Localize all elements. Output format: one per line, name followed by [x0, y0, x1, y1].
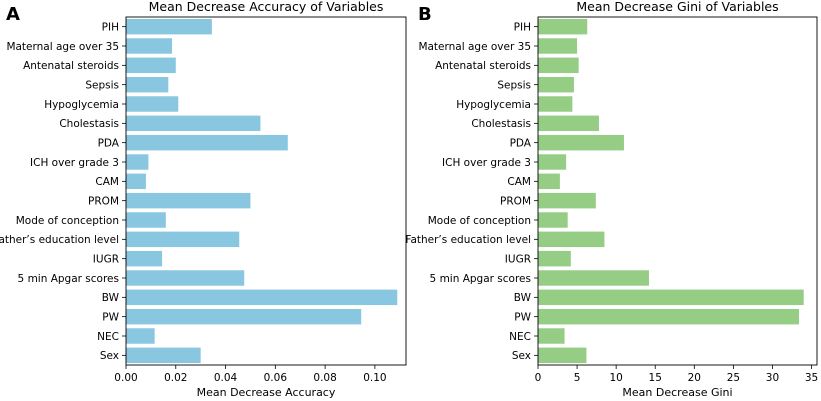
bar-ich-over-grade-3 [126, 154, 149, 170]
bar-antenatal-steroids [126, 57, 176, 74]
bar-5-min-apgar-scores [126, 270, 245, 286]
bar-bw [538, 289, 804, 306]
plot-frame [125, 16, 407, 366]
y-tick-label: PROM [500, 195, 531, 207]
x-tick-label: 25 [727, 372, 740, 384]
bar-pih [538, 18, 588, 35]
bar-5-min-apgar-scores [538, 270, 649, 286]
y-tick-label: IUGR [505, 253, 531, 265]
bar-nec [538, 328, 565, 344]
x-axis-label: Mean Decrease Gini [622, 386, 732, 399]
bar-hypoglycemia [538, 96, 573, 112]
panel-label: B [418, 4, 432, 25]
bar-pw [538, 308, 800, 325]
plot-frame [537, 16, 818, 366]
bar-father-s-education-level [126, 231, 240, 248]
bar-cam [538, 173, 560, 190]
bar-prom [538, 192, 596, 209]
bar-cam [126, 173, 146, 190]
y-tick-label: Hypoglycemia [44, 99, 119, 111]
y-tick-label: PW [102, 311, 119, 323]
y-tick-label: Maternal age over 35 [418, 41, 531, 53]
y-tick-label: CAM [507, 176, 531, 188]
y-tick-label: Antenatal steroids [435, 60, 531, 72]
x-tick-label: 0 [535, 372, 542, 384]
bar-maternal-age-over-35 [126, 38, 173, 54]
bar-iugr [538, 250, 571, 267]
bar-father-s-education-level [538, 231, 605, 248]
y-tick-label: 5 min Apgar scores [18, 273, 119, 285]
y-tick-label: IUGR [93, 253, 119, 265]
y-tick-label: Sepsis [497, 79, 531, 91]
panel-b: B Mean Decrease Gini of Variables PIH Mater… [405, 0, 818, 399]
bar-cholestasis [126, 115, 261, 132]
x-tick-label: 0.08 [313, 372, 336, 384]
bar-iugr [126, 250, 163, 267]
x-tick-label: 35 [805, 372, 818, 384]
x-tick-label: 0.00 [114, 372, 137, 384]
y-tick-label: NEC [97, 331, 119, 343]
bar-mode-of-conception [126, 212, 166, 228]
bar-sepsis [538, 76, 574, 93]
x-tick-label: 0.02 [164, 372, 187, 384]
bar-ich-over-grade-3 [538, 154, 567, 170]
y-tick-label: CAM [95, 176, 119, 188]
bar-sex [126, 347, 201, 364]
x-tick-label: 20 [688, 372, 701, 384]
y-tick-label: Cholestasis [471, 118, 531, 130]
y-tick-label: Father’s education level [405, 234, 531, 246]
x-tick-label: 0.06 [264, 372, 288, 384]
y-tick-label: Cholestasis [59, 118, 119, 130]
bar-pda [126, 134, 288, 151]
y-tick-label: PW [514, 311, 531, 323]
y-tick-label: Sex [100, 350, 119, 362]
y-tick-label: PROM [88, 195, 119, 207]
x-tick-label: 5 [574, 372, 581, 384]
panel-label: A [6, 4, 20, 25]
panel-a: A Mean Decrease Accuracy of Variables PIH M… [0, 0, 407, 399]
x-tick-label: 10 [609, 372, 622, 384]
y-tick-label: BW [514, 292, 532, 304]
y-tick-label: PIH [102, 21, 119, 33]
y-tick-label: Sepsis [85, 79, 119, 91]
bar-sepsis [126, 76, 169, 93]
chart-title: Mean Decrease Gini of Variables [576, 0, 778, 14]
y-tick-label: ICH over grade 3 [30, 157, 119, 169]
bar-cholestasis [538, 115, 599, 132]
y-tick-label: Antenatal steroids [23, 60, 119, 72]
y-tick-label: Maternal age over 35 [6, 41, 119, 53]
bar-nec [126, 328, 155, 344]
y-tick-label: BW [102, 292, 120, 304]
bar-bw [126, 289, 398, 306]
bar-hypoglycemia [126, 96, 179, 112]
chart-title: Mean Decrease Accuracy of Variables [149, 0, 384, 14]
x-tick-label: 15 [649, 372, 662, 384]
y-tick-label: PDA [98, 137, 120, 149]
x-tick-label: 0.10 [363, 372, 386, 384]
y-tick-label: Mode of conception [428, 215, 531, 227]
bar-pw [126, 308, 362, 325]
y-tick-label: Mode of conception [16, 215, 119, 227]
bar-prom [126, 192, 251, 209]
bar-maternal-age-over-35 [538, 38, 578, 54]
x-tick-label: 0.04 [214, 372, 238, 384]
bar-antenatal-steroids [538, 57, 579, 74]
y-tick-label: NEC [509, 331, 531, 343]
bar-mode-of-conception [538, 212, 568, 228]
x-tick-label: 30 [766, 372, 779, 384]
y-tick-label: PIH [514, 21, 531, 33]
bar-pih [126, 18, 212, 35]
y-tick-label: Sex [512, 350, 531, 362]
y-tick-label: Hypoglycemia [456, 99, 531, 111]
bar-sex [538, 347, 587, 364]
x-axis-label: Mean Decrease Accuracy [197, 386, 336, 399]
bar-pda [538, 134, 624, 151]
y-tick-label: ICH over grade 3 [442, 157, 531, 169]
y-tick-label: Father’s education level [0, 234, 119, 246]
y-tick-label: PDA [510, 137, 532, 149]
y-tick-label: 5 min Apgar scores [430, 273, 531, 285]
